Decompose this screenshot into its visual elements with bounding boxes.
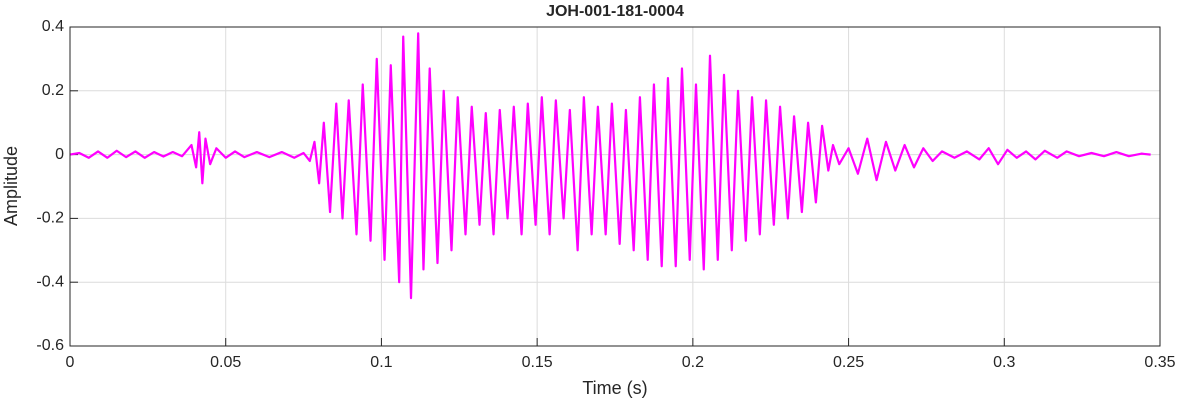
- y-tick-label: 0: [55, 146, 64, 163]
- x-tick-label: 0.05: [210, 354, 241, 371]
- waveform-line: [69, 32, 1151, 300]
- y-tick-label: -0.2: [36, 210, 64, 227]
- x-tick-label: 0.15: [522, 354, 553, 371]
- x-tick-label: 0.2: [682, 354, 704, 371]
- x-axis-label: Time (s): [582, 378, 647, 398]
- y-axis-label: Amplitude: [1, 146, 21, 226]
- x-tick-label: 0: [66, 354, 75, 371]
- plot-frame: [69, 26, 1161, 347]
- y-tick-label: -0.4: [36, 273, 64, 290]
- y-tick-label: 0.2: [42, 82, 64, 99]
- x-tick-label: 0.25: [833, 354, 864, 371]
- y-tick-label: -0.6: [36, 337, 64, 354]
- y-tick-label: 0.4: [42, 18, 64, 35]
- x-tick-label: 0.3: [993, 354, 1015, 371]
- x-tick-label: 0.35: [1144, 354, 1175, 371]
- x-tick-label: 0.1: [370, 354, 392, 371]
- chart-title: JOH-001-181-0004: [546, 3, 684, 20]
